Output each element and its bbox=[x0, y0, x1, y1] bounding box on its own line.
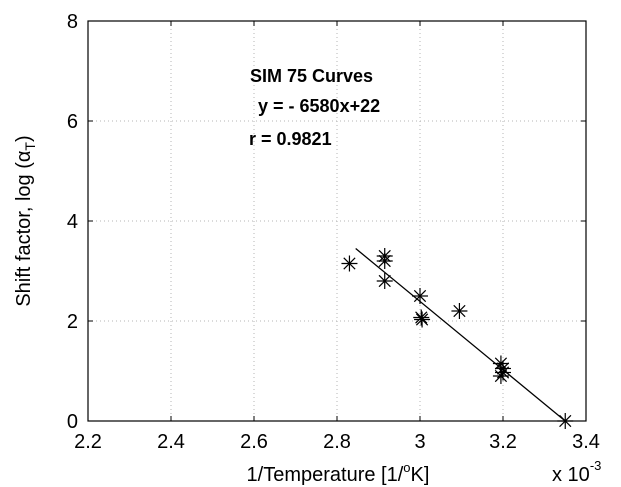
data-point bbox=[341, 255, 358, 272]
data-point bbox=[557, 413, 574, 429]
x-tick-label: 3 bbox=[414, 431, 425, 453]
x-tick-label: 2.6 bbox=[240, 431, 268, 453]
data-point bbox=[376, 273, 393, 289]
annotation-equation: y = - 6580x+22 bbox=[258, 96, 380, 116]
y-tick-label: 2 bbox=[67, 311, 78, 333]
x-axis-multiplier: x 10-3 bbox=[552, 458, 601, 486]
y-tick-label: 0 bbox=[67, 411, 78, 433]
data-point bbox=[414, 311, 431, 328]
y-axis-label: Shift factor, log (αT) bbox=[13, 135, 38, 306]
annotation-title: SIM 75 Curves bbox=[250, 66, 373, 86]
x-tick-label: 3.2 bbox=[489, 431, 517, 453]
y-tick-label: 6 bbox=[67, 111, 78, 133]
regression-line-group bbox=[355, 247, 566, 422]
data-point bbox=[451, 303, 468, 319]
y-tick-label: 8 bbox=[67, 11, 78, 33]
data-point bbox=[413, 309, 430, 326]
data-points bbox=[341, 248, 574, 429]
grid-lines bbox=[88, 21, 586, 421]
regression-line bbox=[355, 247, 566, 422]
x-tick-label: 3.4 bbox=[572, 431, 600, 453]
data-point bbox=[492, 368, 509, 384]
y-tick-label: 4 bbox=[67, 211, 78, 233]
x-axis-label: 1/Temperature [1/oK] bbox=[247, 460, 430, 486]
annotation-correlation: r = 0.9821 bbox=[249, 129, 332, 149]
axis-ticks: 2.2 2.4 2.6 2.8 3 3.2 3.4 0 2 4 6 8 bbox=[67, 11, 600, 453]
x-tick-label: 2.8 bbox=[323, 431, 351, 453]
x-tick-label: 2.2 bbox=[74, 431, 102, 453]
data-point bbox=[412, 288, 428, 304]
data-point bbox=[376, 253, 393, 269]
x-tick-label: 2.4 bbox=[157, 431, 185, 453]
